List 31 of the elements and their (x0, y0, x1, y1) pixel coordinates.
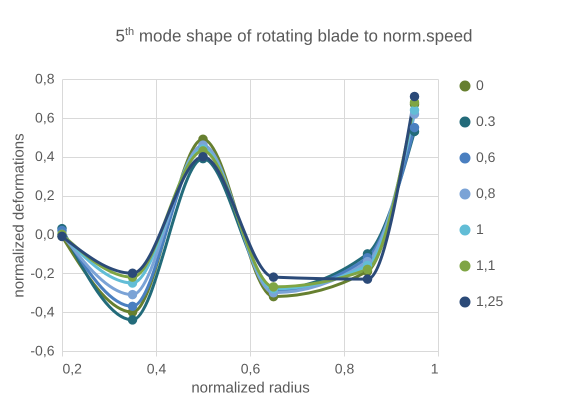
point (410, 92, 420, 102)
legend-label: 0.3 (476, 113, 496, 129)
y-axis-title: normalized deformations (10, 133, 28, 298)
y-tick-label: 0,6 (35, 109, 55, 126)
x-tick-label: 0,4 (146, 360, 166, 376)
y-tick-label: -0,2 (30, 264, 55, 281)
x-axis-title: normalized radius (191, 380, 310, 396)
point (128, 268, 138, 278)
y-tick-label: -0,4 (30, 304, 55, 320)
point (128, 302, 138, 312)
y-tick-label: 0,0 (35, 226, 55, 242)
legend-label: 0,8 (476, 185, 496, 201)
legend-label: 1 (476, 221, 484, 237)
point (410, 122, 420, 132)
point (128, 315, 138, 325)
legend-label: 0,6 (476, 149, 496, 165)
x-tick-label: 0,2 (62, 360, 82, 376)
y-tick-label: 0,8 (35, 70, 55, 86)
y-tick-label: 0,2 (35, 187, 55, 204)
y-tick-label: -0,6 (30, 342, 55, 358)
legend-label: 0 (476, 77, 484, 93)
legend-label: 1,25 (476, 293, 504, 309)
point (128, 290, 138, 300)
x-tick-label: 1 (430, 360, 439, 376)
x-tick-label: 0,8 (334, 360, 354, 376)
point (362, 274, 372, 284)
legend-label: 1,1 (476, 257, 496, 273)
y-tick-label: 0,4 (35, 148, 55, 164)
x-tick-label: 0,6 (240, 360, 260, 376)
point (268, 272, 278, 282)
chart-title: 5$^{th}$ mode shape of rotating blade to norm.speed (114, 26, 474, 47)
